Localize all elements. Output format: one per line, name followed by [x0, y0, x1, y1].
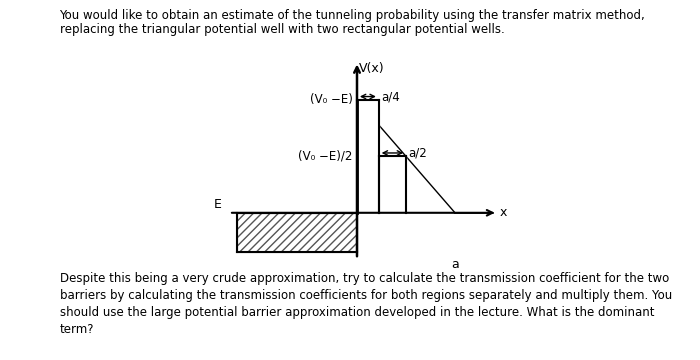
- Text: replacing the triangular potential well with two rectangular potential wells.: replacing the triangular potential well …: [60, 23, 504, 36]
- Text: (V₀ −E): (V₀ −E): [310, 94, 353, 107]
- Text: E: E: [214, 198, 222, 211]
- Text: a/2: a/2: [408, 147, 427, 159]
- Polygon shape: [357, 100, 379, 213]
- Text: x: x: [500, 206, 507, 219]
- Polygon shape: [379, 156, 406, 213]
- Text: V(x): V(x): [358, 62, 384, 75]
- Text: a: a: [451, 258, 459, 271]
- Text: You would like to obtain an estimate of the tunneling probability using the tran: You would like to obtain an estimate of …: [60, 9, 645, 22]
- Text: a/4: a/4: [381, 90, 400, 103]
- Text: (V₀ −E)/2: (V₀ −E)/2: [298, 150, 353, 163]
- Text: Despite this being a very crude approximation, try to calculate the transmission: Despite this being a very crude approxim…: [60, 272, 672, 336]
